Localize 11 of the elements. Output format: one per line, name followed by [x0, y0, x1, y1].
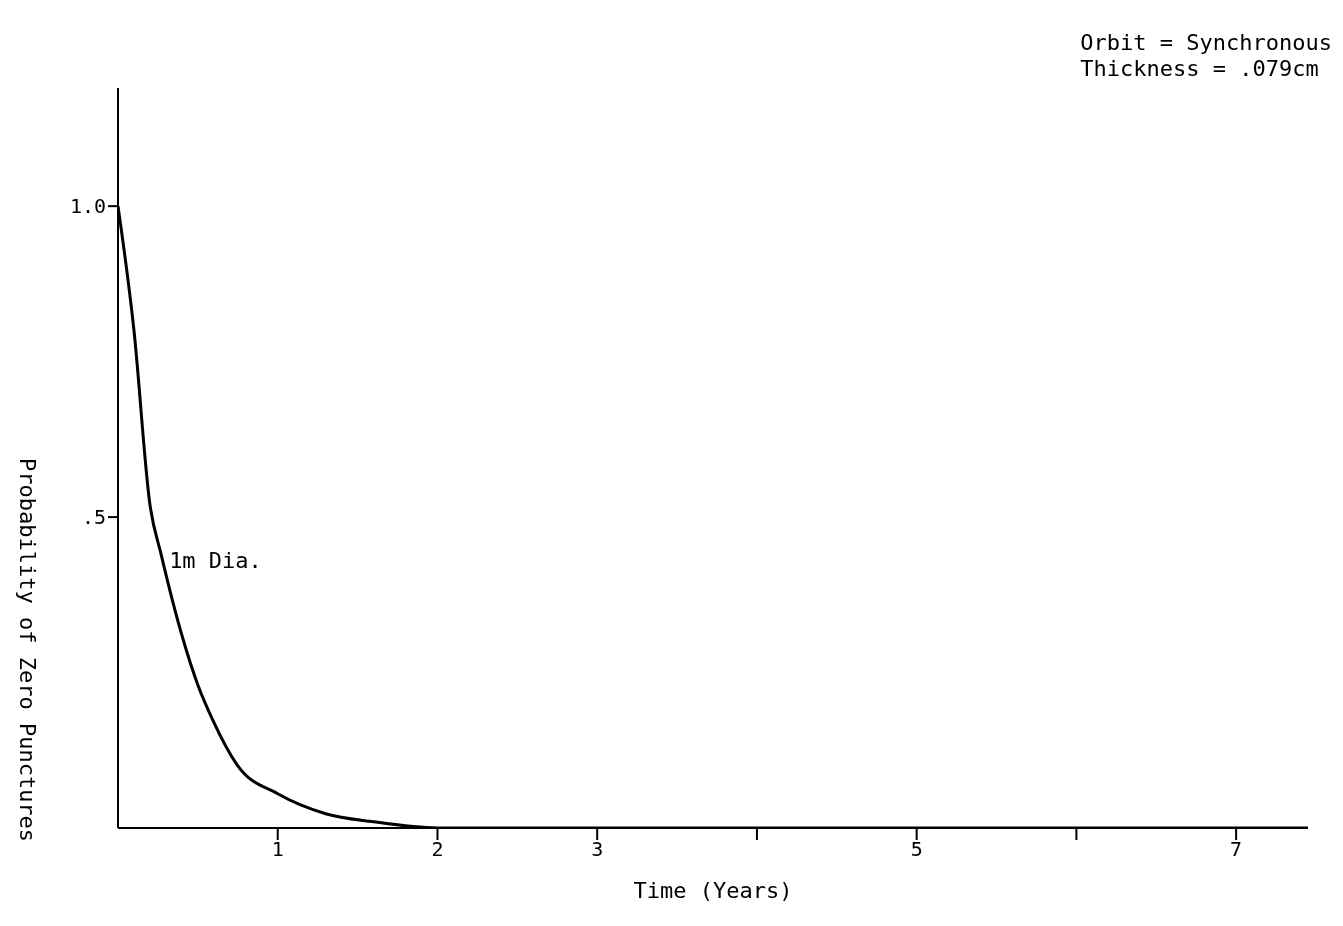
text: Orbit = Synchronous Thickness = .079cm: [1080, 30, 1332, 82]
x-axis-title: Time (Years): [633, 878, 793, 903]
x-tick-label: 2: [431, 837, 444, 862]
y-tick-label: .5: [81, 505, 106, 530]
x-tick-label: 1: [271, 837, 284, 862]
x-tick-label: 7: [1230, 837, 1243, 862]
y-tick-label: 1.0: [69, 194, 106, 219]
x-tick-label: 5: [910, 837, 923, 862]
y-axis-title: Probability of Zero Punctures: [15, 458, 41, 843]
series-label: 1m Dia.: [169, 548, 262, 574]
x-tick-label: 3: [591, 837, 604, 862]
